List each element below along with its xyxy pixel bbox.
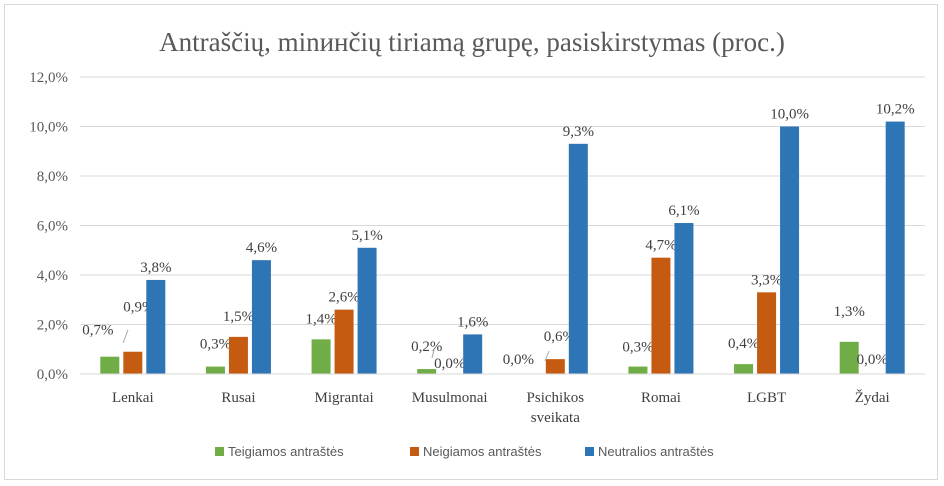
data-label: 6,1% [668,203,699,219]
y-tick-label: 4,0% [37,268,68,284]
bar [674,223,694,374]
bar [100,356,120,374]
leader-line [544,350,550,362]
data-label: 9,3% [563,124,594,140]
y-tick-label: 12,0% [29,70,68,86]
x-axis: Lenkai Rusai Migrantai Musulmonai Psichikos s… [80,373,925,426]
data-label: 0,7% [82,323,113,339]
data-label: 5,1% [351,228,382,244]
bar [757,292,777,374]
data-label: 3,8% [140,260,171,276]
category-label: Psichikos [527,390,585,406]
bar [251,260,271,374]
y-tick-label: 10,0% [29,120,68,136]
bar [545,359,565,374]
data-label: 1,3% [834,304,865,320]
category-label: Romai [641,390,681,406]
data-label: 0,2% [411,339,442,355]
data-label: 0,0% [434,356,465,372]
gridlines [80,76,925,375]
data-label: 3,3% [751,272,782,288]
bar [205,366,225,374]
bar [123,351,143,374]
bars: 0,7%0,9%3,8%0,3%1,5%4,6%1,4%2,6%5,1%0,2%… [82,102,915,374]
bar-chart: Antraščių, minинčių tiriamą grupę, pasis… [29,27,925,459]
category-label: sveikata [531,410,580,426]
data-label: 10,2% [876,102,915,118]
category-label: Rusai [221,390,255,406]
category-label: LGBT [747,390,786,406]
bar [885,121,905,374]
category-label: Migrantai [314,390,373,406]
leader-line [431,349,435,359]
bar [780,126,800,374]
data-label: 0,0% [857,352,888,368]
y-tick-label: 6,0% [37,219,68,235]
category-label: Žydai [855,389,890,406]
legend-label: Neutralios antraštės [598,444,714,459]
chart-title: Antraščių, minинčių tiriamą grupę, pasis… [159,27,785,57]
data-label: 0,6% [544,329,575,345]
data-label: 0,3% [622,340,653,356]
y-tick-label: 0,0% [37,367,68,383]
y-tick-label: 2,0% [37,318,68,334]
data-label: 4,7% [645,238,676,254]
data-label: 1,4% [305,311,336,327]
legend: Teigiamos antraštės Neigiamos antraštės Ne… [215,444,714,459]
legend-swatch [585,447,594,456]
bar [146,279,166,374]
data-label: 0,4% [728,336,759,352]
data-label: 1,6% [457,314,488,330]
bar [839,341,859,374]
bar [463,334,483,374]
legend-swatch [215,447,224,456]
chart-frame: Antraščių, minинčių tiriamą grupę, pasis… [4,4,938,480]
category-label: Musulmonai [412,390,488,406]
bar [311,339,331,374]
bar [334,309,354,374]
bar [228,336,248,374]
legend-swatch [410,447,419,456]
bar [357,247,377,374]
y-tick-label: 8,0% [37,169,68,185]
bar [734,364,754,374]
data-label: 4,6% [246,240,277,256]
bar [417,369,437,374]
data-label: 1,5% [223,309,254,325]
data-label: 0,0% [503,352,534,368]
bar [568,143,588,374]
y-axis: 0,0% 2,0% 4,0% 6,0% 8,0% 10,0% 12,0% [29,70,68,383]
data-label: 2,6% [328,290,359,306]
bar [651,257,671,374]
leader-line [122,329,129,344]
data-label: 0,3% [200,337,231,353]
legend-label: Neigiamos antraštės [423,444,542,459]
legend-label: Teigiamos antraštės [228,444,344,459]
category-label: Lenkai [112,390,154,406]
data-label: 10,0% [770,107,809,123]
bar [628,366,648,374]
